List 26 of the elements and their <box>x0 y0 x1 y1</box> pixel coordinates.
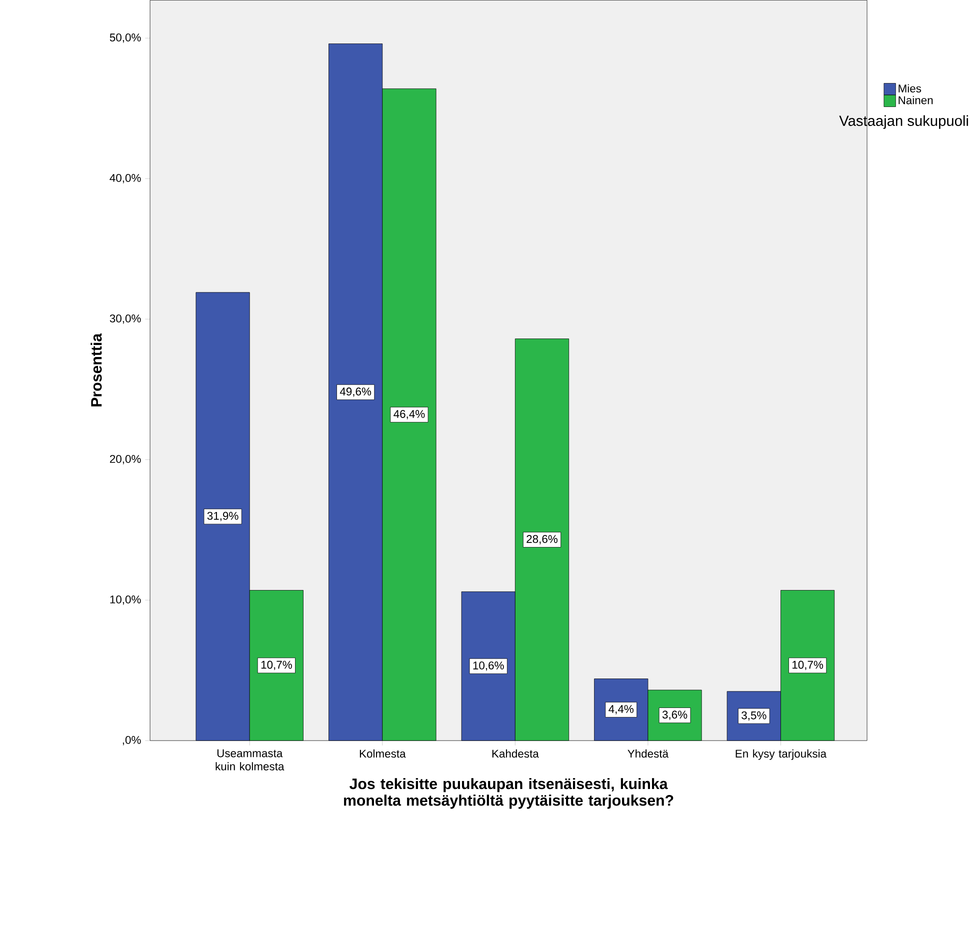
legend-label: Mies <box>898 84 922 92</box>
y-axis-title: Prosenttia <box>90 333 102 406</box>
data-label: 3,5% <box>742 711 766 721</box>
data-label: 3,6% <box>662 710 688 720</box>
y-tick-label: ,0% <box>122 736 141 746</box>
data-label: 10,6% <box>473 661 504 671</box>
x-tick-label: Kahdesta <box>492 749 539 758</box>
data-label: 31,9% <box>207 512 238 522</box>
x-axis-title: Jos tekisitte puukaupan itsenäisesti, kuinka monelta metsäyhtiöltä pyytäisitte tarjouksen? <box>344 778 674 809</box>
y-tick-label: 50,0% <box>110 33 141 43</box>
y-tick-label: 20,0% <box>110 454 141 464</box>
y-tick-label: 40,0% <box>110 174 141 184</box>
data-label: 46,4% <box>394 410 425 420</box>
data-label: 49,6% <box>340 388 372 397</box>
data-label: 4,4% <box>608 705 634 714</box>
legend-title: Vastaajan sukupuoli <box>839 115 968 129</box>
data-label: 28,6% <box>526 535 558 544</box>
x-tick-label: En kysy tarjouksia <box>736 749 827 760</box>
data-label: 10,7% <box>261 660 292 670</box>
x-tick-label: Yhdestä <box>628 749 669 758</box>
y-tick-label: 30,0% <box>110 314 141 324</box>
data-label: 10,7% <box>792 660 824 670</box>
x-tick-label: Useammasta kuin kolmesta <box>216 749 284 770</box>
y-tick-label: 10,0% <box>110 595 141 605</box>
x-tick-label: Kolmesta <box>360 749 406 758</box>
legend-label: Nainen <box>898 96 933 104</box>
